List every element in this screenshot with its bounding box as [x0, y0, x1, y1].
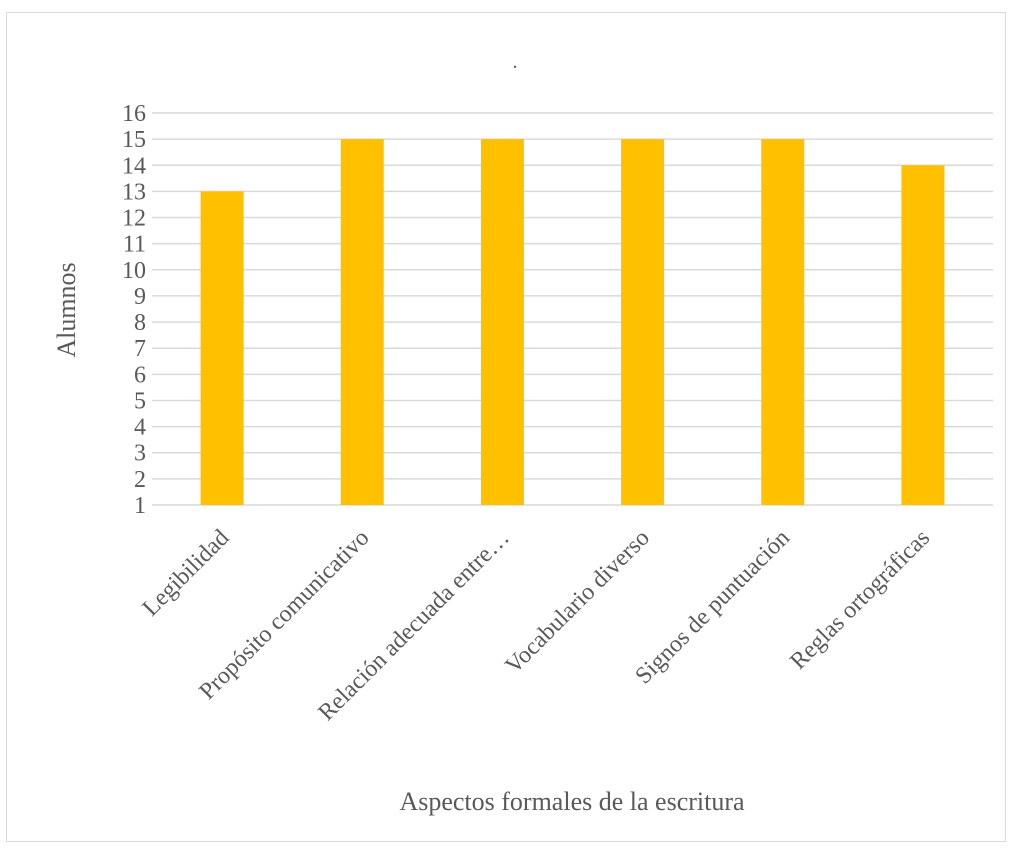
x-tick-label: Vocabulario diverso — [501, 525, 655, 679]
y-tick-label: 1 — [134, 493, 146, 519]
y-tick-label: 10 — [122, 258, 146, 284]
bar — [200, 191, 244, 505]
y-tick-label: 16 — [122, 101, 146, 127]
bar — [761, 139, 805, 505]
bar — [621, 139, 665, 505]
x-axis-title: Aspectos formales de la escritura — [399, 787, 745, 816]
y-tick-label: 4 — [134, 415, 146, 441]
y-axis-title: Alumnos — [52, 262, 81, 357]
y-tick-label: 15 — [122, 127, 146, 153]
y-tick-label: 11 — [123, 232, 146, 258]
y-tick-label: 2 — [134, 467, 146, 493]
y-tick-label: 6 — [134, 362, 146, 388]
gridlines — [152, 112, 993, 506]
bars — [200, 139, 945, 505]
y-tick-label: 14 — [122, 153, 146, 179]
y-tick-label: 7 — [134, 336, 146, 362]
chart-title: . — [513, 51, 518, 73]
y-tick-label: 13 — [122, 179, 146, 205]
x-tick-label: Legibilidad — [138, 525, 235, 622]
x-tick-label: Signos de puntuación — [630, 525, 795, 690]
y-tick-label: 8 — [134, 310, 146, 336]
bar — [480, 139, 524, 505]
y-tick-label: 12 — [122, 206, 146, 232]
y-tick-label: 5 — [134, 388, 146, 414]
x-tick-label: Reglas ortográficas — [785, 525, 935, 675]
bar — [340, 139, 384, 505]
y-tick-label: 3 — [134, 441, 146, 467]
y-tick-label: 9 — [134, 284, 146, 310]
bar — [901, 165, 945, 505]
